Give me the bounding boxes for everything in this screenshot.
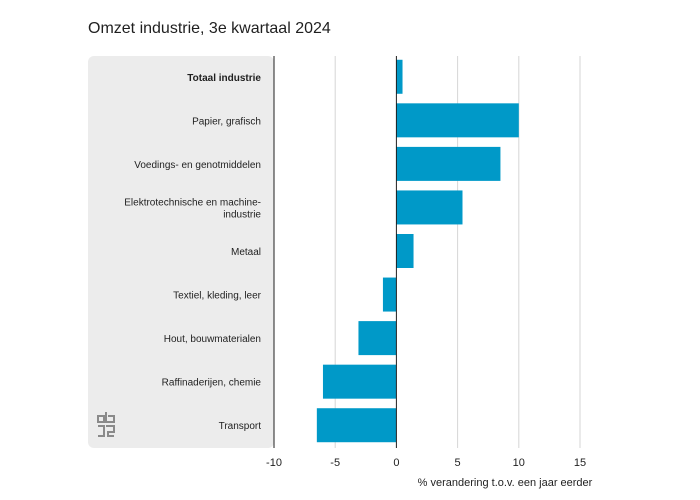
chart-title: Omzet industrie, 3e kwartaal 2024 xyxy=(88,20,331,37)
category-label: Transport xyxy=(219,421,262,432)
category-label: Totaal industrie xyxy=(187,73,261,84)
x-tick-label: -10 xyxy=(266,457,282,469)
bar xyxy=(382,277,397,312)
category-label: Metaal xyxy=(231,247,261,258)
bar xyxy=(396,234,414,268)
bar xyxy=(396,59,403,94)
category-label: Raffinaderijen, chemie xyxy=(162,378,262,389)
bar xyxy=(396,146,501,181)
bar xyxy=(316,408,397,443)
category-label: Hout, bouwmaterialen xyxy=(164,334,261,345)
bar xyxy=(322,364,397,399)
category-label: Elektrotechnische en machine-industrie xyxy=(124,197,261,220)
bar xyxy=(396,103,519,138)
x-tick-label: 5 xyxy=(455,457,461,469)
x-tick-label: 10 xyxy=(513,457,525,469)
x-tick-label: 0 xyxy=(393,457,399,469)
x-axis-title: % verandering t.o.v. een jaar eerder xyxy=(418,477,593,489)
bar xyxy=(396,190,463,225)
category-labels: Totaal industrie Papier, grafisch Voedings… xyxy=(124,73,261,432)
category-label: Textiel, kleding, leer xyxy=(173,291,261,302)
category-label: Voedings- en genotmiddelen xyxy=(134,160,261,171)
bar xyxy=(358,321,397,356)
category-label: Papier, grafisch xyxy=(192,116,261,127)
x-tick-labels: -10 -5 0 5 10 15 xyxy=(266,457,586,469)
label-panel xyxy=(88,56,274,448)
bars xyxy=(316,59,519,443)
x-tick-label: -5 xyxy=(330,457,340,469)
x-tick-label: 15 xyxy=(574,457,586,469)
cbs-logo-icon xyxy=(97,412,115,437)
